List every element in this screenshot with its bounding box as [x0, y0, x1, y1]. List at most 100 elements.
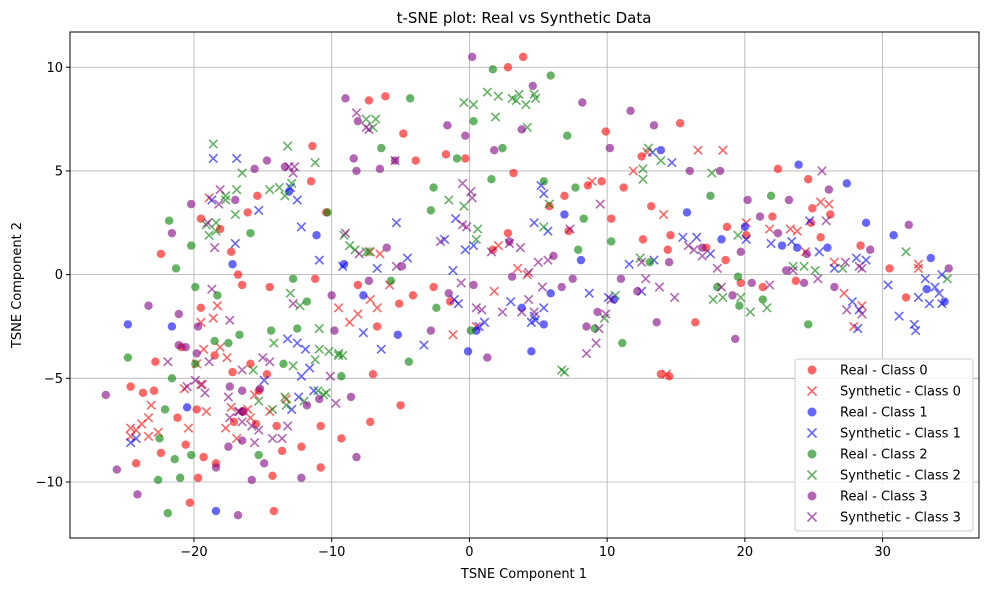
data-point: [556, 365, 567, 375]
data-point: [267, 404, 278, 415]
data-point: [288, 361, 298, 371]
data-point: [208, 313, 219, 323]
legend-item: Real - Class 3: [807, 490, 928, 505]
data-point: [160, 405, 170, 414]
data-point: [280, 191, 290, 201]
data-point: [288, 274, 298, 283]
data-point: [664, 257, 674, 267]
data-point: [199, 452, 208, 462]
data-point: [600, 309, 611, 319]
data-point: [656, 155, 666, 166]
data-point: [233, 510, 243, 520]
data-point: [330, 326, 339, 335]
data-point: [228, 367, 237, 377]
data-point: [441, 150, 451, 159]
data-point: [824, 199, 834, 209]
data-point: [190, 375, 201, 386]
data-point: [253, 191, 262, 201]
data-point: [259, 375, 269, 386]
data-point: [175, 473, 185, 483]
data-point: [764, 280, 775, 290]
data-point: [313, 385, 323, 396]
data-point: [766, 238, 776, 249]
data-point: [638, 235, 648, 244]
data-point: [830, 282, 839, 292]
data-point: [607, 237, 616, 246]
data-point: [156, 448, 166, 458]
data-point: [693, 145, 703, 155]
data-point: [243, 208, 252, 217]
data-point: [408, 291, 418, 300]
data-point: [816, 233, 825, 242]
data-point: [773, 228, 783, 238]
y-tick-label: 0: [55, 268, 63, 283]
data-point: [823, 243, 832, 252]
data-point: [182, 381, 192, 392]
data-point: [574, 245, 583, 254]
data-point: [233, 406, 243, 417]
data-point: [259, 459, 269, 468]
series-real-class-0: [126, 52, 911, 516]
data-point: [521, 99, 531, 110]
data-point: [210, 336, 219, 346]
data-point: [856, 241, 865, 250]
data-point: [284, 162, 294, 172]
data-point: [364, 96, 374, 105]
data-point: [292, 338, 303, 348]
data-point: [799, 278, 809, 288]
data-point: [309, 385, 319, 396]
data-point: [211, 463, 221, 472]
data-point: [361, 114, 371, 124]
data-point: [804, 215, 815, 226]
data-point: [461, 154, 470, 163]
data-point: [394, 299, 404, 308]
data-point: [246, 228, 255, 238]
data-point: [277, 446, 287, 456]
data-point: [904, 220, 913, 230]
data-point: [207, 284, 217, 294]
data-point: [791, 276, 801, 286]
data-point: [224, 338, 233, 348]
data-point: [581, 348, 592, 359]
data-point: [493, 91, 504, 102]
data-point: [590, 324, 599, 333]
data-point: [605, 143, 615, 153]
data-point: [267, 433, 278, 444]
data-point: [527, 347, 536, 356]
data-point: [685, 166, 694, 176]
data-point: [316, 463, 325, 472]
data-point: [579, 214, 588, 223]
data-point: [517, 125, 526, 134]
data-point: [151, 357, 160, 366]
data-point: [253, 396, 264, 406]
data-point: [934, 288, 944, 299]
data-point: [353, 280, 363, 290]
data-point: [340, 228, 351, 238]
data-point: [740, 222, 750, 232]
data-point: [171, 264, 181, 273]
data-point: [808, 204, 817, 213]
data-point: [663, 245, 672, 254]
data-point: [471, 234, 482, 245]
data-point: [539, 320, 548, 329]
data-point: [376, 344, 387, 355]
data-point: [333, 350, 344, 361]
data-point: [149, 386, 159, 395]
data-point: [224, 315, 235, 326]
data-point: [163, 356, 173, 367]
data-point: [456, 278, 466, 288]
data-point: [459, 97, 469, 108]
data-point: [716, 282, 727, 292]
data-point: [718, 145, 728, 155]
data-point: [202, 218, 213, 228]
data-point: [364, 124, 374, 135]
data-point: [361, 247, 371, 257]
data-point: [762, 303, 772, 313]
data-point: [619, 183, 628, 192]
data-point: [377, 143, 386, 153]
data-point: [937, 298, 947, 309]
data-point: [230, 209, 241, 220]
data-point: [839, 288, 849, 299]
data-point: [288, 168, 298, 178]
data-point: [802, 249, 812, 259]
